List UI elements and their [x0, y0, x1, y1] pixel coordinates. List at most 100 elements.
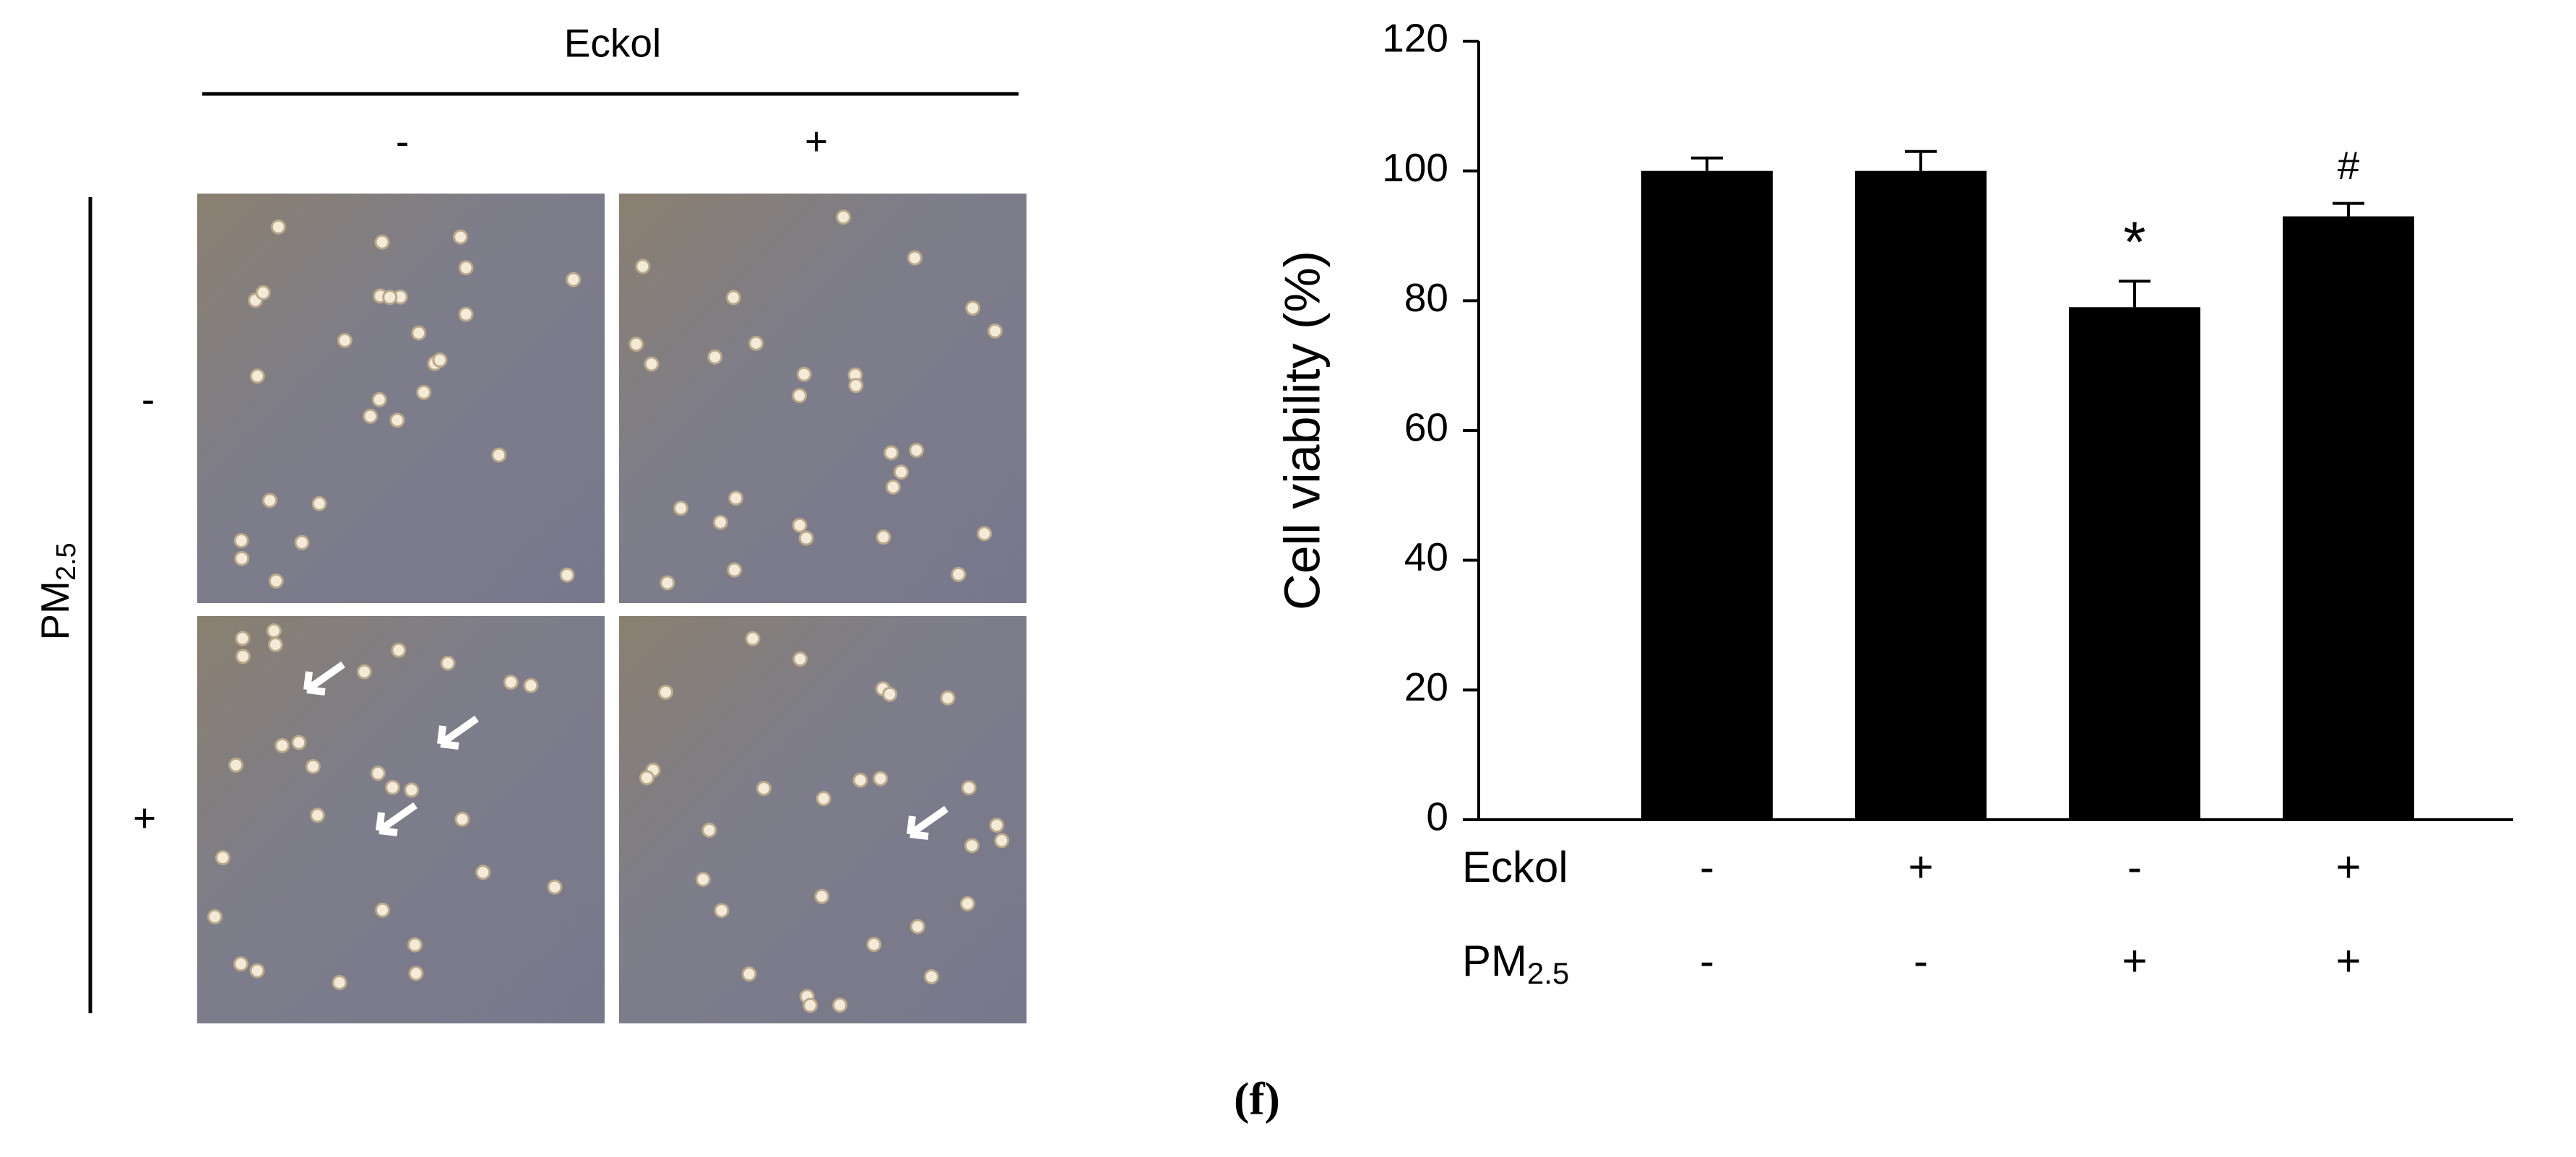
cell: [987, 323, 1003, 339]
cell: [909, 919, 925, 935]
cell: [311, 495, 327, 511]
y-tick-label: 120: [1382, 16, 1448, 61]
condition-name-main: Eckol: [1462, 843, 1568, 891]
cell: [673, 500, 689, 516]
error-bar: [1691, 156, 1723, 171]
cell: [712, 514, 728, 530]
cell: [207, 909, 222, 924]
cell: [882, 686, 898, 702]
cell: [235, 649, 251, 664]
condition-label: -: [1914, 937, 1928, 985]
cell: [475, 864, 491, 880]
cell: [707, 349, 723, 365]
cell: [644, 356, 660, 372]
cell: [389, 412, 405, 428]
cell: [792, 651, 808, 667]
cell: [233, 533, 249, 549]
cell: [268, 573, 284, 589]
cell: [756, 781, 771, 797]
cell: [363, 408, 379, 424]
cell: [940, 690, 956, 706]
row-label: +: [133, 796, 156, 841]
cell: [836, 209, 852, 225]
condition-name-main: PM: [1462, 937, 1527, 985]
cell: [547, 879, 563, 895]
error-bar: [2119, 280, 2151, 308]
micrographs: [197, 194, 1026, 1023]
cell: [832, 997, 848, 1013]
cell: [894, 464, 909, 480]
cell: [964, 838, 980, 854]
cell: [741, 966, 757, 982]
cell: [305, 758, 321, 774]
row-header: PM2.5: [33, 542, 82, 640]
cell: [234, 550, 250, 566]
condition-label: +: [1908, 843, 1933, 891]
cell: [745, 630, 761, 646]
cell: [408, 966, 424, 982]
cell: [866, 937, 882, 953]
row-label: -: [142, 377, 155, 422]
y-tick-label: 80: [1404, 275, 1448, 320]
cell: [255, 285, 271, 300]
cell: [628, 337, 644, 352]
cell: [994, 833, 1010, 849]
cell: [977, 526, 993, 542]
cell: [411, 325, 427, 341]
bar: [1855, 170, 1987, 820]
error-bar: [1905, 150, 1937, 171]
cell: [798, 530, 814, 546]
cell: [458, 260, 474, 276]
cell: [235, 630, 251, 646]
cell: [714, 903, 730, 919]
cell: [961, 780, 977, 796]
cell: [907, 250, 922, 266]
cell: [876, 529, 891, 545]
cell: [885, 479, 901, 495]
condition-label: -: [1700, 937, 1714, 985]
cell: [384, 779, 400, 795]
cell: [848, 378, 864, 394]
cell: [814, 888, 830, 904]
significance-mark: #: [2338, 143, 2360, 188]
cell: [959, 896, 975, 911]
arrow: [437, 715, 479, 750]
condition-label: -: [2127, 843, 2142, 891]
cell: [440, 655, 456, 671]
condition-label: +: [2122, 937, 2147, 985]
cell: [249, 963, 265, 979]
cell: [792, 388, 808, 404]
arrows: [303, 661, 948, 840]
cell: [454, 811, 470, 827]
condition-label: -: [1700, 843, 1714, 891]
cell: [294, 534, 310, 550]
y-tick-label: 60: [1404, 405, 1448, 450]
cell: [852, 772, 868, 788]
column-header: Eckol: [564, 21, 662, 66]
bar: [2283, 216, 2414, 820]
column-label: -: [396, 119, 409, 164]
bar: [2069, 307, 2200, 820]
cell: [266, 623, 282, 638]
cell: [407, 937, 423, 953]
y-tick-label: 20: [1404, 664, 1448, 709]
cell: [332, 974, 347, 990]
cell: [228, 757, 244, 773]
cell: [267, 637, 283, 653]
y-axis-label: Cell viability (%): [1274, 251, 1330, 610]
cell: [452, 229, 468, 245]
cell: [725, 290, 741, 306]
cell: [356, 664, 372, 680]
micrograph: [197, 194, 605, 603]
cell: [803, 997, 818, 1013]
cell: [215, 850, 230, 866]
cell: [382, 290, 398, 306]
cell: [965, 300, 981, 316]
cell: [270, 219, 286, 235]
arrow: [303, 661, 345, 696]
cell: [566, 272, 582, 287]
cell: [748, 335, 764, 351]
row-header-sub: 2.5: [51, 542, 82, 581]
cell: [391, 642, 407, 658]
